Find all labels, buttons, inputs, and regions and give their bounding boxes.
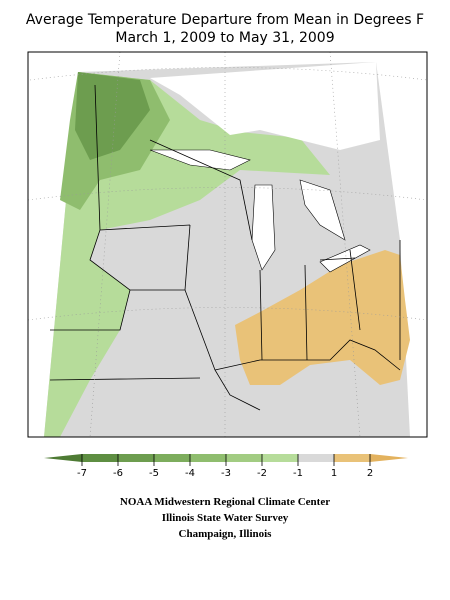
canada bbox=[150, 62, 380, 150]
legend-swatch bbox=[226, 454, 262, 462]
legend-arrow-low bbox=[44, 454, 82, 462]
borders bbox=[49, 84, 401, 411]
legend-arrow-high bbox=[370, 454, 408, 462]
title-line: Average Temperature Departure from Mean … bbox=[26, 12, 424, 28]
lake-michigan bbox=[251, 184, 276, 271]
legend-tick-label: 1 bbox=[331, 468, 337, 479]
legend-tick-label: -6 bbox=[113, 468, 123, 479]
lake-huron bbox=[299, 179, 346, 241]
map bbox=[27, 51, 428, 438]
region-warm bbox=[235, 250, 410, 385]
region-coolest bbox=[75, 72, 150, 160]
legend: -7 -6 -5 -4 -3 -2 -1 1 2 bbox=[44, 454, 408, 479]
legend-tick-label: -2 bbox=[257, 468, 267, 479]
legend-tick-label: -4 bbox=[185, 468, 195, 479]
legend-swatch bbox=[334, 454, 370, 462]
legend-swatch bbox=[298, 454, 334, 462]
map-frame bbox=[27, 51, 428, 438]
legend-tick-label: -7 bbox=[77, 468, 87, 479]
legend-swatch bbox=[118, 454, 154, 462]
footer-line: NOAA Midwestern Regional Climate Center bbox=[120, 496, 330, 508]
title-line: March 1, 2009 to May 31, 2009 bbox=[115, 30, 334, 46]
legend-tick-label: -3 bbox=[221, 468, 231, 479]
legend-swatch bbox=[82, 454, 118, 462]
footer-line: Illinois State Water Survey bbox=[162, 512, 289, 524]
footer-line: Champaign, Illinois bbox=[179, 528, 273, 540]
legend-swatch bbox=[154, 454, 190, 462]
legend-swatch bbox=[262, 454, 298, 462]
legend-tick-label: -1 bbox=[293, 468, 303, 479]
legend-tick-label: -5 bbox=[149, 468, 159, 479]
legend-tick-label: 2 bbox=[367, 468, 373, 479]
legend-swatch bbox=[190, 454, 226, 462]
